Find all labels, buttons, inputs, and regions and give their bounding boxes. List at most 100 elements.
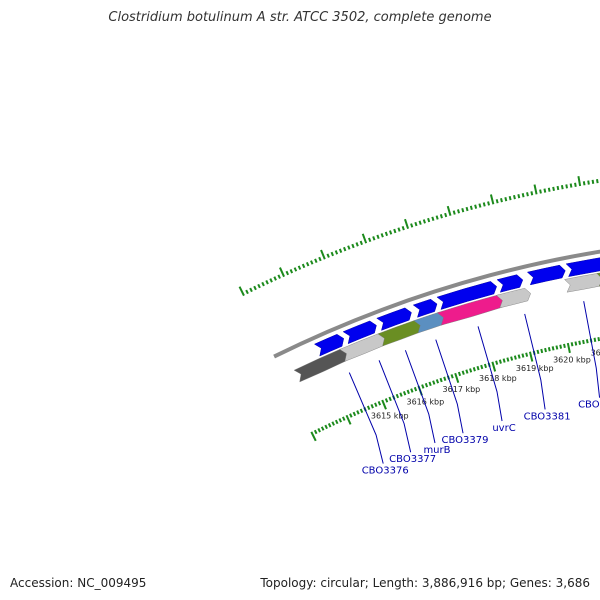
scale-tick — [366, 405, 371, 410]
outer-scale-tick — [249, 287, 253, 293]
gene-leader-line — [404, 350, 436, 444]
outer-scale-tick — [320, 249, 326, 260]
outer-scale-tick — [500, 198, 503, 203]
outer-scale-tick — [456, 209, 460, 214]
scale-tick — [555, 345, 559, 350]
scale-tick — [472, 367, 476, 372]
scale-tick — [502, 358, 506, 363]
scale-tick — [413, 386, 418, 392]
scale-tick — [563, 343, 566, 349]
outer-scale-tick — [569, 183, 573, 188]
gene-leader-line — [583, 301, 600, 398]
scale-tick — [338, 418, 342, 423]
forward-cds-arrow — [526, 264, 566, 286]
gene-label[interactable]: CBO3376 — [362, 466, 409, 477]
outer-scale-tick — [397, 227, 401, 232]
outer-scale-tick — [334, 250, 339, 255]
forward-cds-arrow — [412, 298, 438, 318]
outer-scale-tick — [533, 184, 538, 195]
gene-leader-line — [435, 339, 464, 434]
outer-scale-tick — [474, 204, 478, 209]
outer-scale-tick — [504, 196, 508, 202]
gene-label[interactable]: CBO3381 — [524, 411, 571, 422]
forward-cds-arrow — [436, 281, 497, 310]
forward-cds-arrow — [342, 320, 377, 345]
outer-scale-tick — [273, 276, 277, 281]
scale-tick — [439, 377, 443, 383]
outer-scale-tick — [556, 185, 560, 191]
outer-scale-tick — [489, 194, 495, 205]
gene-label[interactable]: uvrC — [492, 423, 515, 434]
gene-label[interactable]: murB — [423, 445, 450, 456]
outer-scale-tick — [238, 286, 245, 297]
scale-tick — [469, 368, 473, 373]
gene-label[interactable]: CBO3382 — [578, 400, 600, 411]
outer-scale-tick — [372, 236, 376, 241]
scale-tick — [495, 360, 499, 365]
outer-scale-tick — [469, 205, 473, 211]
scale-tick — [435, 379, 440, 384]
scale-tick — [349, 413, 353, 418]
scale-tick — [399, 392, 403, 397]
scale-tick — [424, 382, 429, 388]
scale-tick — [395, 393, 400, 399]
reverse-cds-arrow — [564, 272, 600, 293]
outer-scale-tick — [326, 253, 330, 258]
scale-tick — [313, 429, 318, 435]
outer-scale-tick — [418, 220, 422, 225]
outer-scale-tick — [401, 225, 405, 231]
scale-tick — [476, 365, 480, 371]
scale-tick — [428, 381, 432, 387]
outer-scale-tick — [577, 175, 582, 187]
outer-scale-tick — [439, 214, 443, 219]
scale-tick — [450, 374, 454, 379]
outer-scale-tick — [582, 181, 586, 186]
outer-scale-tick — [305, 261, 310, 267]
outer-scale-tick — [318, 256, 322, 262]
scale-tick — [528, 351, 534, 362]
outer-scale-tick — [482, 202, 486, 207]
outer-scale-tick — [389, 230, 393, 235]
outer-scale-tick — [410, 223, 414, 228]
scale-label: 3621 kbp — [591, 348, 600, 357]
reverse-strand-features — [293, 272, 600, 383]
scale-tick — [402, 391, 407, 396]
scale-tick — [331, 421, 335, 426]
scale-tick — [457, 371, 462, 377]
scale-tick — [540, 348, 544, 354]
scale-tick — [544, 347, 547, 353]
scale-tick — [432, 380, 436, 385]
scale-tick — [566, 342, 571, 354]
outer-scale-tick — [355, 242, 359, 247]
outer-scale-tick — [253, 285, 257, 291]
scale-tick — [513, 355, 517, 360]
scale-tick — [483, 363, 487, 369]
scale-tick — [356, 410, 360, 415]
outer-scale-tick — [560, 185, 564, 190]
outer-scale-tick — [446, 205, 452, 216]
scale-label: 3616 kbp — [406, 398, 444, 407]
outer-scale-tick — [478, 203, 482, 208]
outer-scale-tick — [452, 210, 456, 215]
scale-tick — [585, 339, 589, 344]
outer-scale-tick — [289, 269, 294, 274]
scale-tick — [461, 370, 465, 375]
scale-tick — [491, 361, 497, 372]
scale-label: 3615 kbp — [371, 411, 409, 420]
outer-scale-tick — [361, 233, 368, 244]
scale-label: 3618 kbp — [479, 374, 517, 383]
gene-label[interactable]: CBO3379 — [442, 435, 489, 446]
scale-tick — [506, 357, 510, 362]
forward-cds-arrow — [496, 274, 524, 293]
scale-label: 3620 kbp — [553, 356, 591, 365]
gene-label[interactable]: CBO3377 — [389, 454, 436, 465]
scale-tick — [388, 396, 392, 402]
outer-scale-tick — [596, 179, 599, 184]
outer-scale-tick — [293, 267, 298, 272]
scale-tick — [593, 337, 597, 342]
scale-tick — [406, 389, 410, 395]
outer-scale-tick — [543, 188, 547, 193]
scale-tick — [465, 369, 469, 374]
forward-cds-arrow — [565, 257, 600, 277]
